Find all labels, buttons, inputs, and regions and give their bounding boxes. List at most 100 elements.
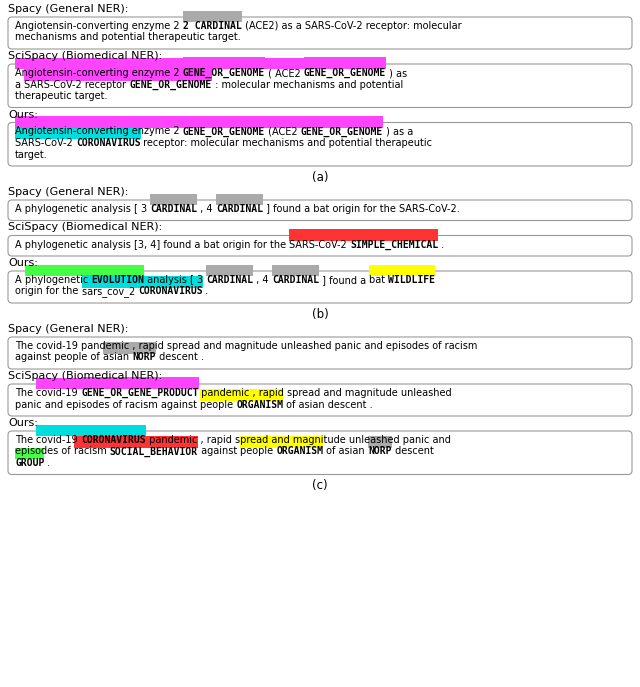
- Bar: [15, 448, 44, 459]
- Text: GENE_OR_GENOME: GENE_OR_GENOME: [301, 126, 383, 137]
- Text: 2 CARDINAL: 2 CARDINAL: [183, 21, 241, 31]
- Text: people: people: [200, 400, 236, 409]
- Text: ] found a: ] found a: [319, 275, 369, 285]
- Bar: [36, 378, 81, 390]
- Text: pandemic , rapid spread and magnitude unleashed: pandemic , rapid spread and magnitude un…: [198, 388, 452, 398]
- Text: Ours:: Ours:: [8, 258, 38, 268]
- Bar: [81, 425, 146, 436]
- Text: descent .: descent .: [156, 352, 204, 363]
- Bar: [15, 58, 183, 69]
- Bar: [369, 264, 388, 276]
- Text: against people of: against people of: [15, 352, 103, 363]
- Bar: [138, 276, 202, 288]
- Bar: [272, 264, 319, 276]
- Text: SARS-CoV-2: SARS-CoV-2: [15, 138, 76, 148]
- Text: a: a: [15, 80, 24, 89]
- Text: (b): (b): [312, 308, 328, 321]
- Bar: [15, 128, 76, 139]
- Bar: [200, 390, 236, 401]
- Bar: [265, 58, 304, 69]
- Text: CORONAVIRUS: CORONAVIRUS: [138, 286, 202, 297]
- Text: (ACE2: (ACE2: [265, 126, 301, 137]
- Text: SARS-CoV-2 receptor: SARS-CoV-2 receptor: [24, 80, 129, 89]
- Text: pandemic , rapid spread and magnitude unleashed panic and: pandemic , rapid spread and magnitude un…: [146, 435, 451, 445]
- Text: ORGANISM: ORGANISM: [276, 447, 323, 456]
- Bar: [132, 342, 156, 354]
- Text: Spacy (General NER):: Spacy (General NER):: [8, 324, 129, 334]
- Text: (a): (a): [312, 171, 328, 184]
- Text: target.: target.: [15, 150, 48, 159]
- FancyBboxPatch shape: [8, 337, 632, 369]
- Bar: [129, 69, 211, 81]
- Text: Angiotensin-converting enzyme 2: Angiotensin-converting enzyme 2: [15, 21, 183, 31]
- Text: episodes of: episodes of: [15, 447, 74, 456]
- Text: SIMPLE_CHEMICAL: SIMPLE_CHEMICAL: [350, 240, 438, 249]
- Text: phylogenetic: phylogenetic: [25, 275, 91, 285]
- Bar: [81, 275, 138, 288]
- Text: SOCIAL_BEHAVIOR: SOCIAL_BEHAVIOR: [109, 447, 198, 457]
- Text: Spacy (General NER):: Spacy (General NER):: [8, 4, 129, 14]
- Text: panic and episodes of racism against: panic and episodes of racism against: [15, 400, 200, 409]
- Bar: [388, 264, 435, 276]
- Text: ( ACE2: ( ACE2: [265, 68, 304, 78]
- Text: covid-19: covid-19: [36, 435, 81, 445]
- Text: bat: bat: [369, 275, 388, 285]
- Text: CARDINAL: CARDINAL: [150, 204, 197, 214]
- Text: EVOLUTION: EVOLUTION: [91, 275, 144, 285]
- Text: GENE_OR_GENE_PRODUCT: GENE_OR_GENE_PRODUCT: [81, 388, 198, 398]
- Bar: [183, 116, 265, 128]
- Text: , 4: , 4: [253, 275, 272, 285]
- Bar: [368, 436, 392, 448]
- Bar: [76, 128, 141, 139]
- Text: analysis [ 3: analysis [ 3: [144, 275, 206, 285]
- Bar: [24, 69, 129, 80]
- Bar: [109, 436, 198, 448]
- Text: SARS-CoV-2: SARS-CoV-2: [289, 240, 350, 249]
- Bar: [74, 436, 109, 448]
- Text: A phylogenetic analysis [ 3: A phylogenetic analysis [ 3: [15, 204, 150, 214]
- Text: Ours:: Ours:: [8, 109, 38, 120]
- Text: Angiotensin-converting enzyme 2: Angiotensin-converting enzyme 2: [15, 68, 183, 78]
- Bar: [150, 194, 197, 205]
- Text: A phylogenetic analysis [3, 4] found a bat origin for the: A phylogenetic analysis [3, 4] found a b…: [15, 240, 289, 249]
- Bar: [91, 264, 144, 276]
- Text: ) as: ) as: [386, 68, 407, 78]
- Text: Spacy (General NER):: Spacy (General NER):: [8, 187, 129, 197]
- Text: SciSpacy (Biomedical NER):: SciSpacy (Biomedical NER):: [8, 51, 163, 61]
- FancyBboxPatch shape: [8, 431, 632, 475]
- Text: GENE_OR_GENOME: GENE_OR_GENOME: [183, 126, 265, 137]
- Bar: [236, 390, 284, 401]
- Bar: [265, 116, 301, 128]
- Bar: [301, 116, 383, 128]
- Bar: [206, 264, 253, 276]
- Text: CORONAVIRUS: CORONAVIRUS: [76, 138, 141, 148]
- Bar: [216, 194, 263, 205]
- Text: : molecular mechanisms and potential: : molecular mechanisms and potential: [211, 80, 403, 89]
- Text: receptor: molecular mechanisms and potential therapeutic: receptor: molecular mechanisms and poten…: [141, 138, 433, 148]
- Text: origin for the: origin for the: [15, 286, 81, 297]
- Text: CORONAVIRUS: CORONAVIRUS: [81, 435, 146, 445]
- Text: The: The: [15, 435, 36, 445]
- Text: Angiotensin-converting enzyme 2: Angiotensin-converting enzyme 2: [15, 126, 183, 137]
- Text: CARDINAL: CARDINAL: [216, 204, 263, 214]
- Text: therapeutic target.: therapeutic target.: [15, 91, 108, 101]
- Text: mechanisms and potential therapeutic target.: mechanisms and potential therapeutic tar…: [15, 32, 241, 43]
- Text: NORP: NORP: [132, 352, 156, 363]
- FancyBboxPatch shape: [8, 17, 632, 49]
- Text: NORP: NORP: [368, 447, 392, 456]
- Text: sars_cov_2: sars_cov_2: [81, 286, 138, 297]
- Text: .: .: [438, 240, 444, 249]
- Bar: [304, 58, 386, 69]
- Bar: [103, 342, 132, 354]
- Text: people: people: [240, 447, 276, 456]
- FancyBboxPatch shape: [8, 384, 632, 416]
- Text: .: .: [44, 458, 51, 468]
- Text: ORGANISM: ORGANISM: [236, 400, 284, 409]
- Bar: [36, 425, 81, 436]
- Text: SciSpacy (Biomedical NER):: SciSpacy (Biomedical NER):: [8, 371, 163, 381]
- FancyBboxPatch shape: [8, 200, 632, 221]
- Text: of asian: of asian: [323, 447, 368, 456]
- FancyBboxPatch shape: [8, 122, 632, 166]
- Text: asian: asian: [103, 352, 132, 363]
- Text: The: The: [15, 388, 36, 398]
